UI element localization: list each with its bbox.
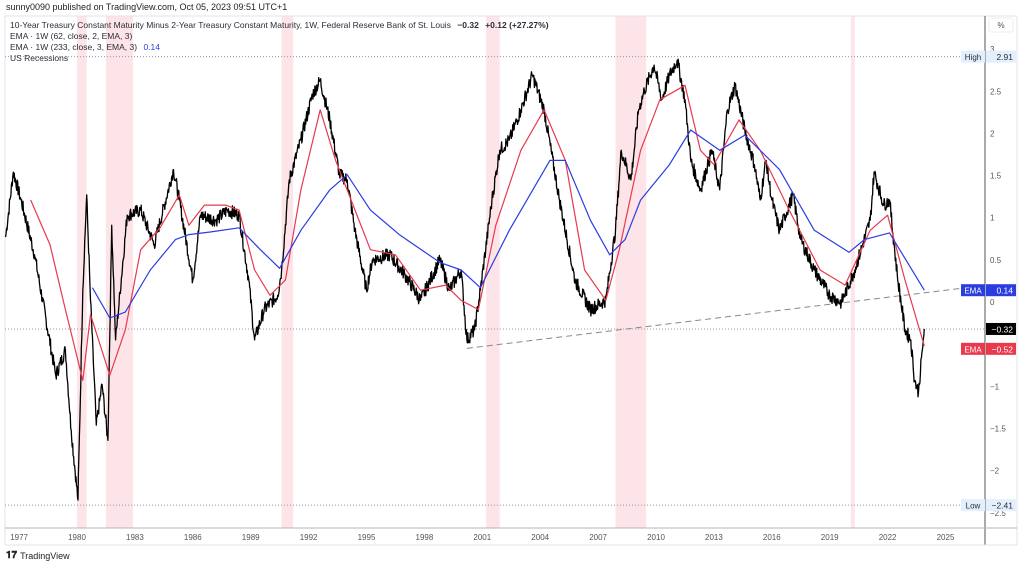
low-price-label: −2.41 Low: [961, 499, 1016, 512]
high-tag: High: [965, 53, 981, 62]
recession-band: [77, 16, 87, 528]
x-tick-label: 1992: [300, 533, 318, 542]
y-tick-label: 3: [990, 45, 995, 54]
trendline[interactable]: [466, 287, 967, 349]
last-price-label: −0.32: [986, 322, 1016, 335]
legend-ema-slow-label: EMA · 1W (233, close, 3, EMA, 3): [10, 42, 138, 52]
footer-brand[interactable]: 𝟏𝟕 TradingView: [6, 550, 70, 561]
legend-recessions[interactable]: US Recessions: [10, 53, 69, 63]
x-tick-label: 1980: [68, 533, 86, 542]
legend-ema-fast[interactable]: EMA · 1W (62, close, 2, EMA, 3): [10, 31, 133, 41]
x-tick-label: 1989: [242, 533, 260, 542]
unit-label: %: [997, 21, 1004, 30]
unit-button[interactable]: [988, 17, 1014, 33]
y-tick-label: 2: [990, 129, 995, 138]
x-tick-label: 2016: [763, 533, 781, 542]
footer-brand-text: TradingView: [20, 550, 70, 561]
legend-main-title: 10-Year Treasury Constant Maturity Minus…: [10, 20, 451, 30]
x-tick-label: 2007: [589, 533, 607, 542]
high-price-label: 2.91 High: [961, 50, 1016, 63]
price-line[interactable]: [4, 58, 925, 501]
x-tick-label: 2022: [879, 533, 897, 542]
last-price-value: −0.32: [991, 324, 1013, 334]
legend-main-change: +0.12 (+27.27%): [485, 20, 549, 30]
legend-main-value: −0.32: [457, 20, 479, 30]
x-tick-label: 1977: [10, 533, 28, 542]
high-price-value: 2.91: [996, 52, 1013, 62]
ema-slow-tag: EMA: [964, 287, 982, 296]
publisher-line: sunny0090 published on TradingView.com, …: [6, 2, 288, 12]
tradingview-logo-icon: 𝟏𝟕: [6, 550, 18, 561]
x-tick-label: 2010: [647, 533, 665, 542]
x-tick-label: 1998: [416, 533, 434, 542]
ema-fast-line[interactable]: [30, 84, 925, 381]
x-tick-label: 2004: [531, 533, 549, 542]
x-tick-label: 2013: [705, 533, 723, 542]
recession-band: [850, 16, 855, 528]
x-tick-label: 2019: [821, 533, 839, 542]
x-tick-label: 2025: [937, 533, 955, 542]
x-tick-label: 1983: [126, 533, 144, 542]
x-tick-label: 1986: [184, 533, 202, 542]
ema-fast-price-label: −0.52 EMA: [961, 342, 1016, 355]
y-tick-label: 1.5: [990, 172, 1002, 181]
chart-legend: 10-Year Treasury Constant Maturity Minus…: [10, 20, 549, 64]
y-tick-label: −1.5: [990, 424, 1006, 433]
legend-ema-slow-value: 0.14: [143, 42, 160, 52]
y-tick-label: 1: [990, 214, 995, 223]
legend-main[interactable]: 10-Year Treasury Constant Maturity Minus…: [10, 20, 549, 31]
y-tick-label: −2: [990, 467, 1000, 476]
y-tick-label: −2.5: [990, 509, 1006, 518]
ema-fast-price-value: −0.52: [991, 344, 1013, 354]
y-tick-label: −1: [990, 382, 1000, 391]
y-tick-label: 0: [990, 298, 995, 307]
ema-fast-tag: EMA: [964, 345, 982, 354]
low-price-value: −2.41: [991, 501, 1013, 511]
x-tick-label: 1995: [358, 533, 376, 542]
legend-ema-slow[interactable]: EMA · 1W (233, close, 3, EMA, 3) 0.14: [10, 42, 549, 53]
ema-slow-price-value: 0.14: [996, 286, 1013, 296]
y-tick-label: 0.5: [990, 256, 1002, 265]
recession-band: [486, 16, 500, 528]
recession-band: [105, 16, 133, 528]
ema-slow-line[interactable]: [91, 129, 925, 319]
x-tick-label: 2001: [473, 533, 491, 542]
ema-slow-price-label: 0.14 EMA: [961, 284, 1016, 297]
recession-band: [615, 16, 647, 528]
y-tick-label: 2.5: [990, 87, 1002, 96]
low-tag: Low: [966, 502, 981, 511]
